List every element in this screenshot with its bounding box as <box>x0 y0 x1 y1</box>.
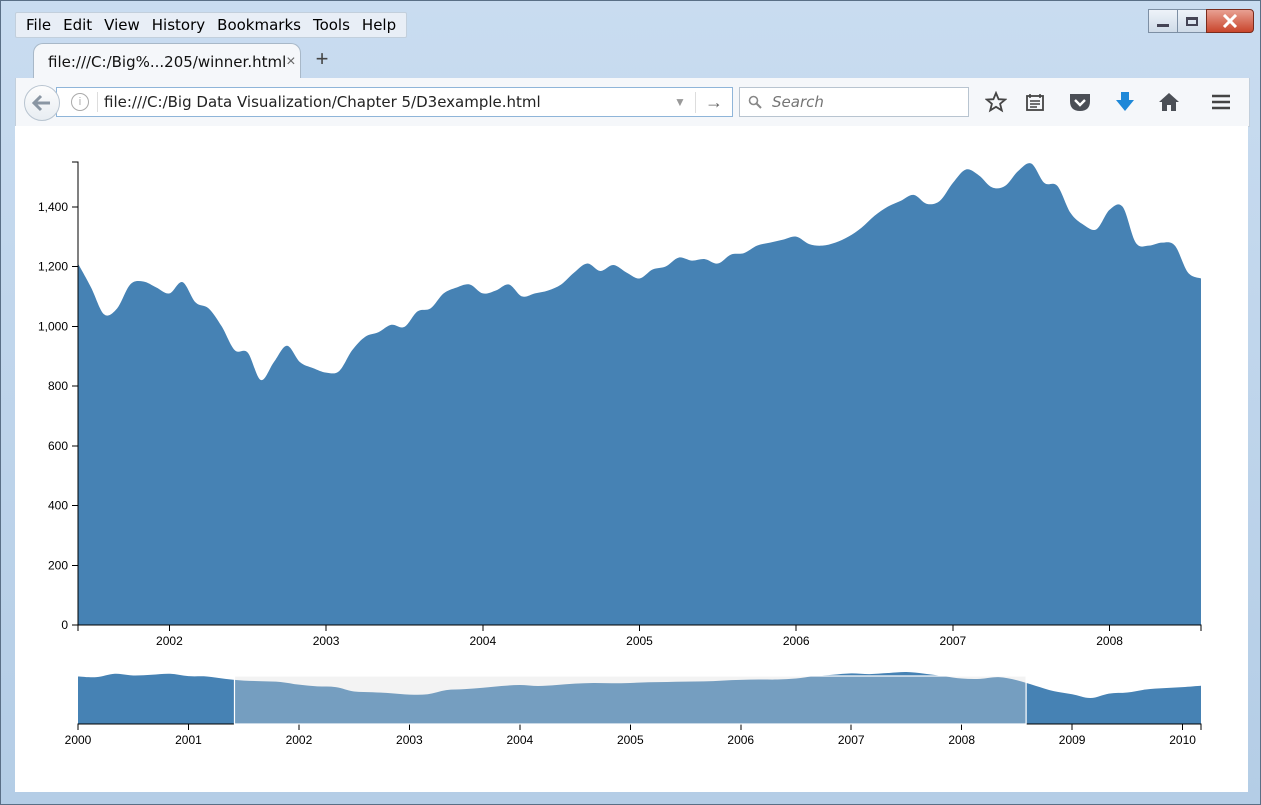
context-x-tick-label: 2002 <box>286 733 313 747</box>
maximize-button[interactable] <box>1177 9 1207 33</box>
context-x-tick-label: 2007 <box>838 733 865 747</box>
y-tick-label: 200 <box>48 558 68 572</box>
menu-edit[interactable]: Edit <box>63 16 93 34</box>
close-icon <box>1222 14 1238 28</box>
navigation-toolbar: i file:///C:/Big Data Visualization/Chap… <box>15 78 1250 127</box>
minimize-button[interactable] <box>1148 9 1178 33</box>
context-x-tick-label: 2010 <box>1169 733 1196 747</box>
home-icon[interactable] <box>1156 89 1182 115</box>
x-tick-label: 2002 <box>156 634 183 648</box>
y-tick-label: 1,000 <box>38 319 68 333</box>
context-x-tick-label: 2001 <box>175 733 202 747</box>
search-bar[interactable] <box>739 87 969 117</box>
close-window-button[interactable] <box>1206 9 1254 33</box>
info-icon[interactable]: i <box>71 93 89 111</box>
tab-strip: file:///C:/Big%...205/winner.html × + <box>1 41 1260 80</box>
context-x-tick-label: 2000 <box>65 733 92 747</box>
focus-area <box>78 163 1201 625</box>
url-text[interactable]: file:///C:/Big Data Visualization/Chapte… <box>104 93 541 111</box>
context-x-tick-label: 2005 <box>617 733 644 747</box>
star-icon[interactable] <box>983 89 1009 115</box>
menu-view[interactable]: View <box>104 16 140 34</box>
context-x-tick-label: 2003 <box>396 733 423 747</box>
menu-bookmarks[interactable]: Bookmarks <box>217 16 301 34</box>
x-tick-label: 2004 <box>469 634 496 648</box>
url-bar[interactable]: i file:///C:/Big Data Visualization/Chap… <box>56 87 733 117</box>
window-controls <box>1148 9 1254 33</box>
tab-close-icon[interactable]: × <box>286 53 296 70</box>
go-arrow-icon[interactable]: → <box>695 91 732 113</box>
page-content: 0 200 400 600 800 1,000 1,200 1,400 2002 2003 2004… <box>15 126 1248 792</box>
back-button[interactable] <box>24 85 60 121</box>
context-x-tick-label: 2006 <box>727 733 754 747</box>
pocket-icon[interactable] <box>1067 89 1093 115</box>
menu-icon[interactable] <box>1208 89 1234 115</box>
minimize-icon <box>1157 23 1169 27</box>
context-area <box>78 672 1201 724</box>
maximize-icon <box>1186 16 1198 26</box>
menu-history[interactable]: History <box>151 16 206 34</box>
x-tick-label: 2005 <box>626 634 653 648</box>
x-tick-label: 2008 <box>1096 634 1123 648</box>
context-x-axis-line <box>77 723 1202 730</box>
menu-bar: File Edit View History Bookmarks Tools H… <box>15 12 408 38</box>
tab-title: file:///C:/Big%...205/winner.html <box>48 53 287 71</box>
y-tick-label: 1,200 <box>38 260 68 274</box>
reading-list-icon[interactable] <box>1022 89 1048 115</box>
area-chart-svg: 0 200 400 600 800 1,000 1,200 1,400 2002 2003 2004… <box>38 161 1202 747</box>
x-tick-label: 2006 <box>783 634 810 648</box>
search-icon <box>748 95 762 109</box>
y-tick-label: 800 <box>48 379 68 393</box>
y-tick-label: 400 <box>48 499 68 513</box>
x-tick-label: 2003 <box>313 634 340 648</box>
context-x-tick-label: 2008 <box>948 733 975 747</box>
context-x-tick-label: 2004 <box>506 733 533 747</box>
context-x-tick-label: 2009 <box>1059 733 1086 747</box>
menu-file[interactable]: File <box>26 16 52 34</box>
url-separator <box>97 92 98 112</box>
back-arrow-icon <box>32 94 50 112</box>
y-tick-label: 600 <box>48 439 68 453</box>
search-input[interactable] <box>770 92 954 112</box>
y-tick-label: 0 <box>61 618 68 632</box>
menu-help[interactable]: Help <box>361 16 397 34</box>
x-tick-label: 2007 <box>940 634 967 648</box>
new-tab-button[interactable]: + <box>315 46 329 71</box>
download-icon[interactable] <box>1112 89 1138 115</box>
y-tick-label: 1,400 <box>38 200 68 214</box>
dropdown-icon[interactable]: ▼ <box>674 95 686 109</box>
brush-selection[interactable] <box>233 675 1027 725</box>
y-axis-line <box>72 161 79 626</box>
menu-tools[interactable]: Tools <box>312 16 350 34</box>
tab-active[interactable]: file:///C:/Big%...205/winner.html × <box>33 43 301 80</box>
